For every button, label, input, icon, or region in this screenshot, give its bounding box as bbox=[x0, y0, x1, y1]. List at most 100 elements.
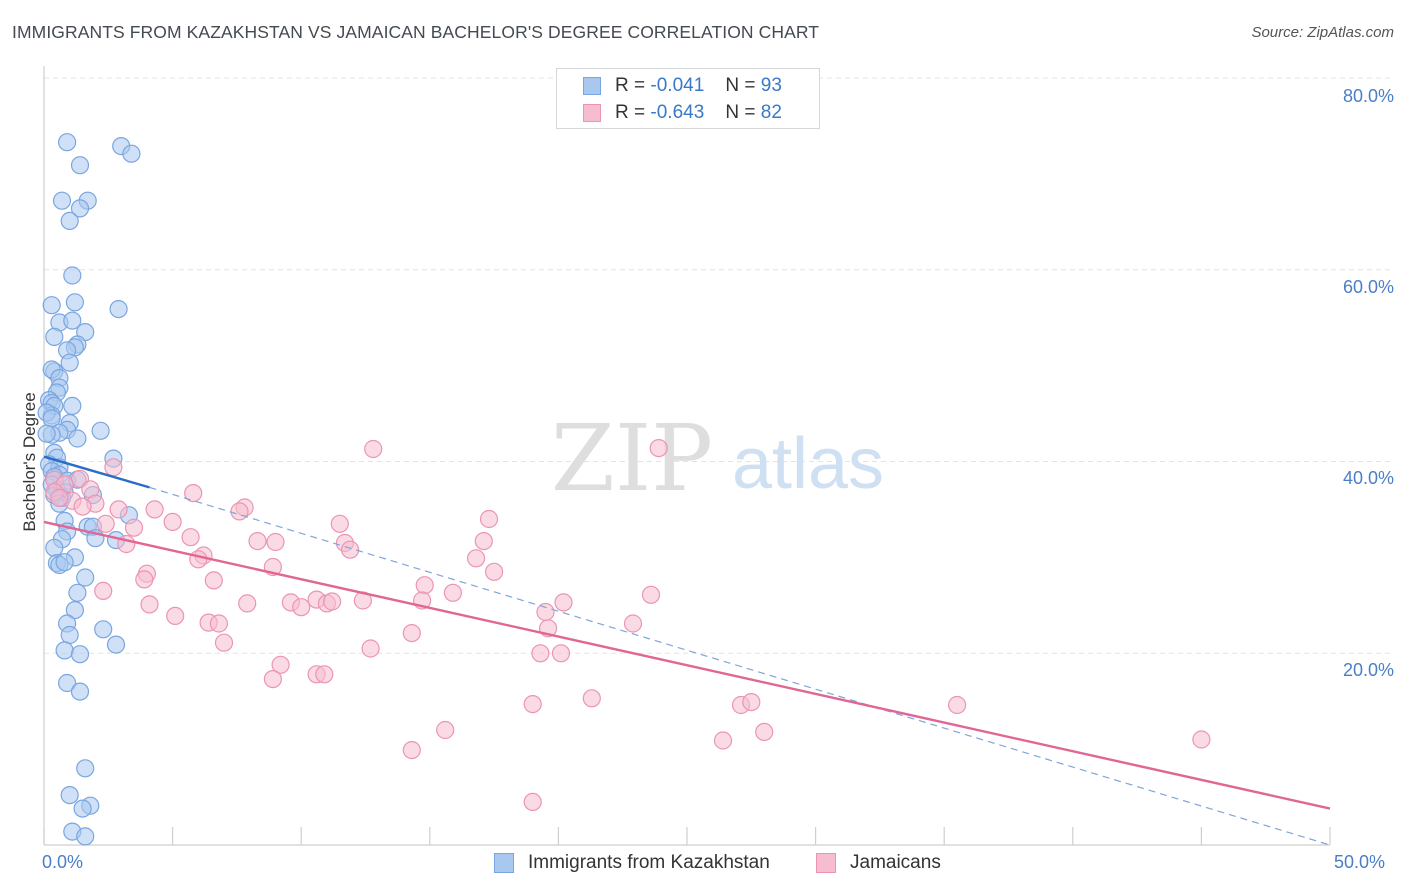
point-jamaicans bbox=[315, 665, 334, 684]
point-jamaicans bbox=[145, 500, 164, 519]
point-kazakhstan bbox=[57, 673, 77, 693]
y-tick-label-40: 40.0% bbox=[1342, 468, 1394, 488]
point-kazakhstan bbox=[52, 191, 72, 210]
watermark: ZIP atlas bbox=[551, 405, 884, 512]
legend-n-label: N = bbox=[725, 102, 756, 123]
point-kazakhstan bbox=[70, 645, 90, 664]
legend-label-kazakhstan: Immigrants from Kazakhstan bbox=[528, 852, 770, 873]
point-kazakhstan bbox=[60, 211, 79, 230]
point-kazakhstan bbox=[65, 293, 85, 312]
point-jamaicans bbox=[184, 484, 203, 503]
point-kazakhstan bbox=[106, 635, 126, 654]
point-jamaicans bbox=[536, 602, 555, 622]
point-jamaicans bbox=[402, 623, 421, 643]
point-kazakhstan bbox=[68, 583, 87, 602]
point-jamaicans bbox=[649, 439, 668, 458]
point-kazakhstan bbox=[76, 759, 95, 778]
watermark-zip: ZIP bbox=[551, 405, 713, 512]
point-kazakhstan bbox=[60, 785, 79, 805]
point-jamaicans bbox=[140, 595, 159, 614]
legend-r-value-jamaicans: -0.643 bbox=[650, 102, 705, 123]
point-kazakhstan bbox=[65, 600, 85, 620]
y-axis-label: Bachelor's Degree bbox=[20, 392, 39, 532]
point-jamaicans bbox=[479, 509, 499, 529]
point-jamaicans bbox=[189, 550, 208, 569]
point-jamaicans bbox=[330, 514, 349, 533]
legend-swatch-blue bbox=[494, 853, 514, 873]
point-jamaicans bbox=[1192, 730, 1211, 749]
point-jamaicans bbox=[436, 720, 455, 740]
point-kazakhstan bbox=[91, 421, 110, 440]
point-jamaicans bbox=[248, 531, 267, 551]
point-jamaicans bbox=[181, 528, 200, 547]
point-jamaicans bbox=[361, 639, 380, 658]
point-jamaicans bbox=[94, 581, 113, 601]
point-jamaicans bbox=[292, 598, 311, 617]
point-jamaicans bbox=[485, 562, 504, 581]
legend-n-value-jamaicans: 82 bbox=[760, 102, 782, 123]
point-jamaicans bbox=[96, 514, 115, 533]
legend-swatch-blue bbox=[583, 77, 601, 95]
point-kazakhstan bbox=[37, 424, 56, 443]
point-jamaicans bbox=[323, 592, 342, 611]
trend-line-kazakhstan bbox=[43, 455, 150, 489]
trend-lines bbox=[43, 455, 1331, 846]
point-kazakhstan bbox=[63, 266, 82, 285]
point-jamaicans bbox=[109, 500, 128, 519]
trend-line-jamaicans bbox=[43, 520, 1331, 810]
y-tick-label-20: 20.0% bbox=[1342, 660, 1394, 680]
point-jamaicans bbox=[755, 722, 774, 742]
legend-swatch-pink bbox=[583, 104, 601, 122]
point-jamaicans bbox=[415, 576, 434, 595]
y-tick-label-80: 80.0% bbox=[1342, 86, 1394, 106]
point-kazakhstan bbox=[73, 799, 92, 818]
point-jamaicans bbox=[341, 540, 360, 559]
watermark-atlas: atlas bbox=[732, 424, 884, 504]
point-jamaicans bbox=[402, 740, 421, 760]
point-jamaicans bbox=[214, 633, 234, 652]
point-kazakhstan bbox=[76, 827, 95, 846]
point-jamaicans bbox=[641, 585, 661, 604]
point-kazakhstan bbox=[76, 568, 95, 587]
point-kazakhstan bbox=[63, 396, 82, 415]
point-jamaicans bbox=[523, 792, 542, 812]
point-kazakhstan bbox=[94, 620, 113, 639]
legend-n-label: N = bbox=[725, 75, 756, 96]
point-jamaicans bbox=[230, 502, 249, 521]
point-jamaicans bbox=[523, 694, 542, 714]
legend-r-label: R = bbox=[615, 102, 646, 123]
legend-label-jamaicans: Jamaicans bbox=[850, 852, 941, 873]
x-tick-label-max: 50.0% bbox=[1334, 852, 1386, 872]
series-jamaicans-points bbox=[45, 439, 1211, 812]
point-kazakhstan bbox=[70, 199, 90, 218]
point-jamaicans bbox=[266, 532, 285, 552]
source-label: Source: ZipAtlas.com bbox=[1251, 24, 1394, 41]
point-kazakhstan bbox=[60, 353, 79, 372]
x-tick-label-min: 0.0% bbox=[42, 852, 84, 872]
point-jamaicans bbox=[263, 669, 282, 689]
point-jamaicans bbox=[104, 458, 123, 477]
point-jamaicans bbox=[73, 497, 92, 516]
point-jamaicans bbox=[947, 695, 967, 715]
point-jamaicans bbox=[551, 644, 571, 663]
point-jamaicans bbox=[163, 512, 182, 532]
point-jamaicans bbox=[209, 614, 228, 633]
point-kazakhstan bbox=[60, 625, 79, 645]
point-jamaicans bbox=[474, 531, 493, 551]
correlation-legend: R = -0.041 N = 93 R = -0.643 N = 82 bbox=[556, 68, 820, 129]
point-jamaicans bbox=[713, 731, 733, 750]
point-kazakhstan bbox=[68, 429, 87, 448]
point-jamaicans bbox=[166, 606, 185, 626]
point-kazakhstan bbox=[55, 553, 74, 572]
point-jamaicans bbox=[531, 644, 550, 663]
point-kazakhstan bbox=[45, 327, 64, 346]
point-jamaicans bbox=[50, 488, 69, 507]
point-jamaicans bbox=[742, 692, 761, 712]
point-jamaicans bbox=[135, 570, 154, 589]
point-jamaicans bbox=[623, 614, 643, 633]
point-kazakhstan bbox=[70, 682, 90, 701]
legend-n-value-kazakhstan: 93 bbox=[760, 75, 782, 96]
chart-title: IMMIGRANTS FROM KAZAKHSTAN VS JAMAICAN B… bbox=[12, 22, 820, 42]
point-kazakhstan bbox=[57, 133, 77, 152]
point-kazakhstan bbox=[70, 156, 90, 175]
